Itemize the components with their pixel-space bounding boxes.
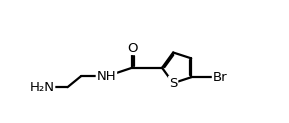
Text: Br: Br: [212, 71, 227, 84]
Text: H₂N: H₂N: [29, 81, 54, 94]
Text: O: O: [127, 42, 137, 54]
Text: S: S: [169, 77, 177, 90]
Text: NH: NH: [97, 70, 116, 83]
